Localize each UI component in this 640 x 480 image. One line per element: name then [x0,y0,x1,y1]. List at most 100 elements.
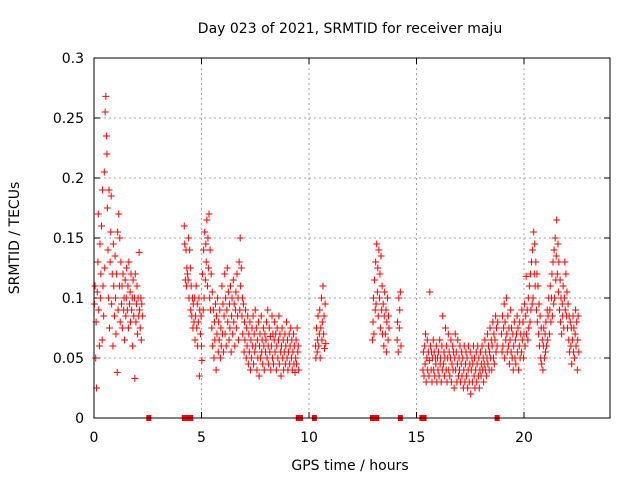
data-point [313,348,321,356]
data-point [262,336,270,344]
data-point [376,324,384,332]
data-point [103,204,111,212]
data-point [287,324,295,332]
data-point [316,354,324,362]
data-point [108,300,116,308]
data-point [99,186,107,194]
data-point [504,312,512,320]
data-point [116,234,124,242]
data-point [184,270,192,278]
y-tick-label: 0.3 [62,51,84,67]
data-point [277,372,285,380]
data-point [556,276,564,284]
data-point [370,294,377,302]
data-point [451,330,459,338]
data-point [229,330,237,338]
data-point [535,300,543,308]
data-point [559,282,567,290]
data-point [293,360,301,368]
data-point [93,288,101,296]
data-point [118,324,126,332]
data-point [315,342,323,350]
data-point [237,264,245,272]
data-point [113,368,121,376]
data-point [247,366,255,374]
data-point [254,318,262,326]
x-tick-label: 5 [197,430,206,446]
data-point [371,276,379,284]
data-point [379,300,387,308]
data-point [443,342,451,350]
data-point [257,312,265,320]
data-point [227,348,235,356]
data-point [118,300,126,308]
data-point [382,306,390,314]
data-point [209,342,217,350]
data-point [372,300,380,308]
data-point [242,306,250,314]
data-point [206,294,214,302]
data-point [503,330,511,338]
data-point [235,258,243,266]
data-point [494,318,502,326]
data-point [447,336,455,344]
data-point [98,336,106,344]
x-axis-label: GPS time / hours [291,458,408,474]
data-point [122,294,130,302]
y-tick-label: 0.15 [53,231,84,247]
data-point [294,348,302,356]
data-point [517,348,525,356]
data-point [488,366,496,374]
data-point [218,282,226,290]
data-point [546,282,554,290]
data-point [525,324,533,332]
data-point [533,318,541,326]
data-point [262,318,270,326]
data-point [221,330,229,338]
data-point [251,348,259,356]
data-point [251,306,259,314]
data-point [136,306,144,314]
data-point [490,330,498,338]
data-point [228,294,236,302]
data-point [466,348,474,356]
data-point [246,318,254,326]
data-point [381,330,389,338]
data-point [252,324,260,332]
data-point [230,318,238,326]
data-point [261,330,269,338]
data-point [462,372,470,380]
data-point [199,306,207,314]
data-point [215,318,223,326]
data-point [138,300,146,308]
data-point [531,240,539,248]
data-point [136,324,144,332]
data-point [117,258,125,266]
data-point [122,312,130,320]
data-point [560,294,568,302]
data-point [264,306,272,314]
data-point [520,354,528,362]
data-point [530,228,538,236]
data-point [396,288,404,296]
data-point [507,348,515,356]
data-point [198,342,205,350]
y-tick-label: 0.25 [53,111,84,127]
data-point [568,360,576,368]
data-point [116,318,124,326]
data-point [238,294,246,302]
data-point [237,282,245,290]
data-point [291,368,299,376]
data-point [201,276,209,284]
data-point [222,294,230,302]
data-point [421,360,429,368]
data-point [207,270,215,278]
data-point [202,240,210,248]
data-point [226,324,234,332]
data-point [566,318,574,326]
data-point [532,306,540,314]
data-point [184,276,192,284]
data-point [374,312,382,320]
data-point [109,240,117,248]
data-point [572,342,580,350]
